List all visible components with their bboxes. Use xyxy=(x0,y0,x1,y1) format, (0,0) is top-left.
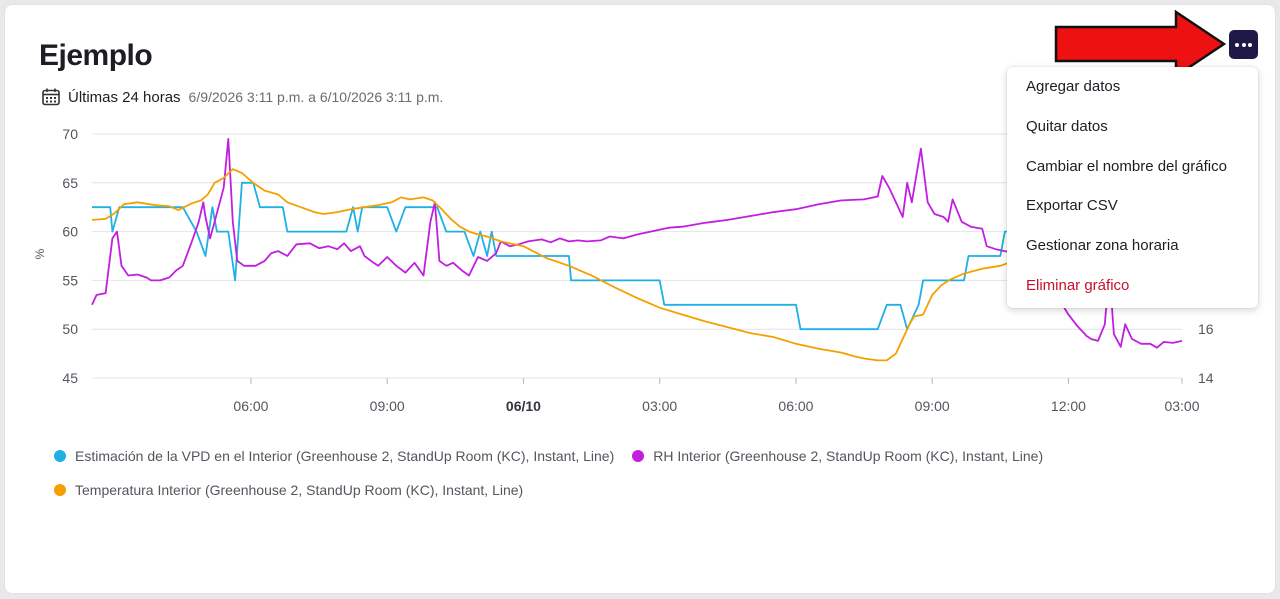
x-tick-label: 12:00 xyxy=(1051,398,1086,414)
y-tick-label: 65 xyxy=(62,175,78,191)
x-tick-label: 09:00 xyxy=(915,398,950,414)
range-label: Últimas 24 horas xyxy=(68,88,181,106)
legend-swatch xyxy=(632,450,645,462)
y2-tick-label: 14 xyxy=(1198,370,1214,386)
legend-label: RH Interior (Greenhouse 2, StandUp Room … xyxy=(653,448,1044,464)
y2-tick-label: 16 xyxy=(1198,321,1214,337)
menu-item-exportar-csv[interactable]: Exportar CSV xyxy=(1026,197,1118,215)
menu-item-agregar-datos[interactable]: Agregar datos xyxy=(1026,78,1121,95)
x-tick-label: 06:00 xyxy=(778,398,813,414)
y-tick-label: 70 xyxy=(62,126,78,142)
menu-item-eliminar-grafico[interactable]: Eliminar gráfico xyxy=(1026,276,1130,294)
x-tick-label: 06:00 xyxy=(233,398,268,414)
legend-swatch xyxy=(54,450,66,462)
range-dates: 6/9/2026 3:11 p.m. a 6/10/2026 3:11 p.m. xyxy=(188,89,444,105)
y-tick-label: 60 xyxy=(62,224,78,240)
legend-item[interactable]: Temperatura Interior (Greenhouse 2, Stan… xyxy=(54,482,523,498)
chart-title: Ejemplo xyxy=(39,39,153,72)
legend-label: Temperatura Interior (Greenhouse 2, Stan… xyxy=(75,482,524,498)
x-tick-label: 09:00 xyxy=(370,398,405,414)
legend-swatch xyxy=(54,484,66,496)
more-options-button[interactable] xyxy=(1229,30,1258,59)
x-tick-label: 03:00 xyxy=(1164,398,1199,414)
y-tick-label: 50 xyxy=(62,321,78,337)
calendar-icon xyxy=(42,88,60,106)
x-tick-label: 06/10 xyxy=(506,398,541,414)
red-arrow-annotation xyxy=(1054,10,1226,78)
more-horizontal-icon xyxy=(1235,42,1240,47)
options-menu: Agregar datos Quitar datos Cambiar el nomb… xyxy=(1007,67,1258,308)
legend-item[interactable]: Estimación de la VPD en el Interior (Gre… xyxy=(54,448,614,464)
chart-legend: Estimación de la VPD en el Interior (Gre… xyxy=(54,448,1154,516)
legend-item[interactable]: RH Interior (Greenhouse 2, StandUp Room … xyxy=(632,448,1043,464)
y-tick-label: 45 xyxy=(62,370,78,386)
series-line-2 xyxy=(91,168,1060,362)
time-range[interactable]: Últimas 24 horas 6/9/2026 3:11 p.m. a 6/… xyxy=(41,87,443,107)
menu-item-quitar-datos[interactable]: Quitar datos xyxy=(1026,117,1108,135)
y-axis-label: % xyxy=(33,248,47,259)
x-tick-label: 03:00 xyxy=(642,398,677,414)
menu-item-gestionar-zona-horaria[interactable]: Gestionar zona horaria xyxy=(1026,237,1179,255)
legend-label: Estimación de la VPD en el Interior (Gre… xyxy=(75,448,615,464)
menu-item-cambiar-el-nombre-del-grafico[interactable]: Cambiar el nombre del gráfico xyxy=(1026,157,1227,175)
y-tick-label: 55 xyxy=(62,272,78,288)
